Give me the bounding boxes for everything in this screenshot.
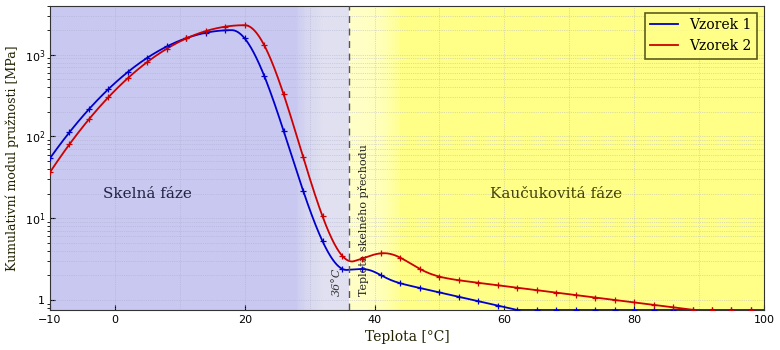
Bar [336,6,360,310]
Bar [324,6,373,310]
Bar [329,6,367,310]
Bar [305,6,392,310]
Bar [310,6,387,310]
Bar [343,6,354,310]
Vzorek 1 [393,280,402,285]
Line: Vzorek 1: Vzorek 1 [50,30,764,310]
Vzorek 1 [759,308,768,312]
Vzorek 2 [690,308,700,312]
Vzorek 1 [82,110,91,114]
Text: Skelná fáze: Skelná fáze [103,187,192,201]
Bar [296,6,400,310]
Bar [307,6,390,310]
Bar [300,6,397,310]
Vzorek 1 [512,308,522,312]
Bar [345,6,352,310]
Vzorek 1 [227,28,236,32]
Bar [349,6,764,310]
Bar [314,6,383,310]
Bar [347,6,350,310]
Vzorek 2 [45,170,55,174]
Vzorek 2 [374,252,383,256]
Vzorek 1 [374,272,383,276]
Bar [312,6,385,310]
Bar [303,6,394,310]
Vzorek 2 [82,120,91,125]
Legend: Vzorek 1, Vzorek 2: Vzorek 1, Vzorek 2 [644,13,757,58]
Bar [335,6,363,310]
Bar [328,6,369,310]
Bar [317,6,380,310]
Bar [321,6,376,310]
Bar [342,6,356,310]
Bar [316,6,381,310]
X-axis label: Teplota [°C]: Teplota [°C] [364,330,449,344]
Vzorek 2 [240,23,250,27]
Vzorek 2 [759,308,768,312]
Bar [309,6,388,310]
Text: Kaučukovitá fáze: Kaučukovitá fáze [490,187,622,201]
Bar [302,6,395,310]
Y-axis label: Kumulativní modul pružnosti [MPa]: Kumulativní modul pružnosti [MPa] [5,45,19,271]
Bar [332,6,366,310]
Bar [299,6,399,310]
Text: 36°C: 36°C [332,268,342,296]
Line: Vzorek 2: Vzorek 2 [50,25,764,310]
Vzorek 2 [393,254,402,258]
Bar [323,6,374,310]
Vzorek 1 [45,156,55,160]
Vzorek 2 [739,308,749,312]
Bar [339,6,359,310]
Vzorek 2 [608,298,617,302]
Vzorek 1 [608,308,618,312]
Bar [340,6,357,310]
Vzorek 1 [739,308,748,312]
Vzorek 1 [739,308,749,312]
Bar [319,6,378,310]
Bar [333,6,364,310]
Bar [50,6,349,310]
Bar [326,6,371,310]
Text: Teplota skelného přechodu: Teplota skelného přechodu [358,145,369,296]
Vzorek 2 [739,308,748,312]
